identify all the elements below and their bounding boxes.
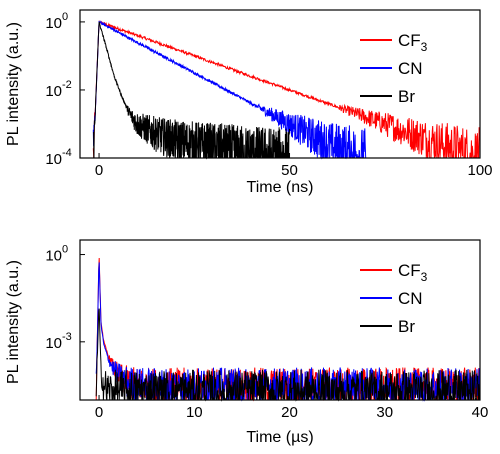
legend-label-Br: Br <box>398 87 415 106</box>
legend: CF3 CN Br <box>360 31 428 106</box>
x-tick-label: 50 <box>281 162 298 179</box>
y-tick-exponent: 0 <box>62 244 68 256</box>
series-line-CN <box>92 20 367 160</box>
legend-label-CF3: CF3 <box>398 261 428 284</box>
x-tick-label: 10 <box>186 404 203 421</box>
plot-frame <box>79 9 481 159</box>
x-tick-label: 100 <box>467 162 492 179</box>
y-tick-exponent: 0 <box>62 11 68 23</box>
x-axis-ticks: 0 10 20 30 40 <box>95 395 488 421</box>
x-axis-ticks: 0 50 100 <box>95 153 493 179</box>
chart-panel-bottom: 0 10 20 30 40 10 010 -3 Time (µs) PL intensity… <box>5 239 488 446</box>
x-tick-label: 0 <box>95 404 103 421</box>
legend-label-Br: Br <box>398 317 415 336</box>
y-axis-label: PL intensity (a.u.) <box>5 22 22 146</box>
y-tick-label: 10 <box>45 15 62 32</box>
legend: CF3 CN Br <box>360 261 428 336</box>
y-tick-label: 10 <box>45 83 62 100</box>
x-tick-label: 30 <box>376 404 393 421</box>
x-axis-label: Time (ns) <box>247 179 314 196</box>
series-group <box>92 19 481 160</box>
legend-label-CN: CN <box>398 289 423 308</box>
y-tick-label: 10 <box>45 248 62 265</box>
x-tick-label: 0 <box>95 162 103 179</box>
legend-label-CN: CN <box>398 59 423 78</box>
series-line-Br <box>95 308 481 402</box>
series-line-CF3 <box>92 19 481 159</box>
y-tick-exponent: -2 <box>62 79 72 91</box>
x-tick-label: 20 <box>281 404 298 421</box>
series-line-Br <box>92 21 290 160</box>
y-tick-exponent: -3 <box>62 331 72 343</box>
y-axis-ticks: 10 010 -3 <box>45 244 85 352</box>
y-axis-label: PL intensity (a.u.) <box>5 260 22 384</box>
y-tick-exponent: -4 <box>62 147 72 159</box>
y-tick-label: 10 <box>45 151 62 168</box>
plot-frame <box>79 239 481 401</box>
x-axis-label: Time (µs) <box>246 429 313 446</box>
y-tick-label: 10 <box>45 335 62 352</box>
legend-label-CF3: CF3 <box>398 31 428 54</box>
x-tick-label: 40 <box>472 404 489 421</box>
